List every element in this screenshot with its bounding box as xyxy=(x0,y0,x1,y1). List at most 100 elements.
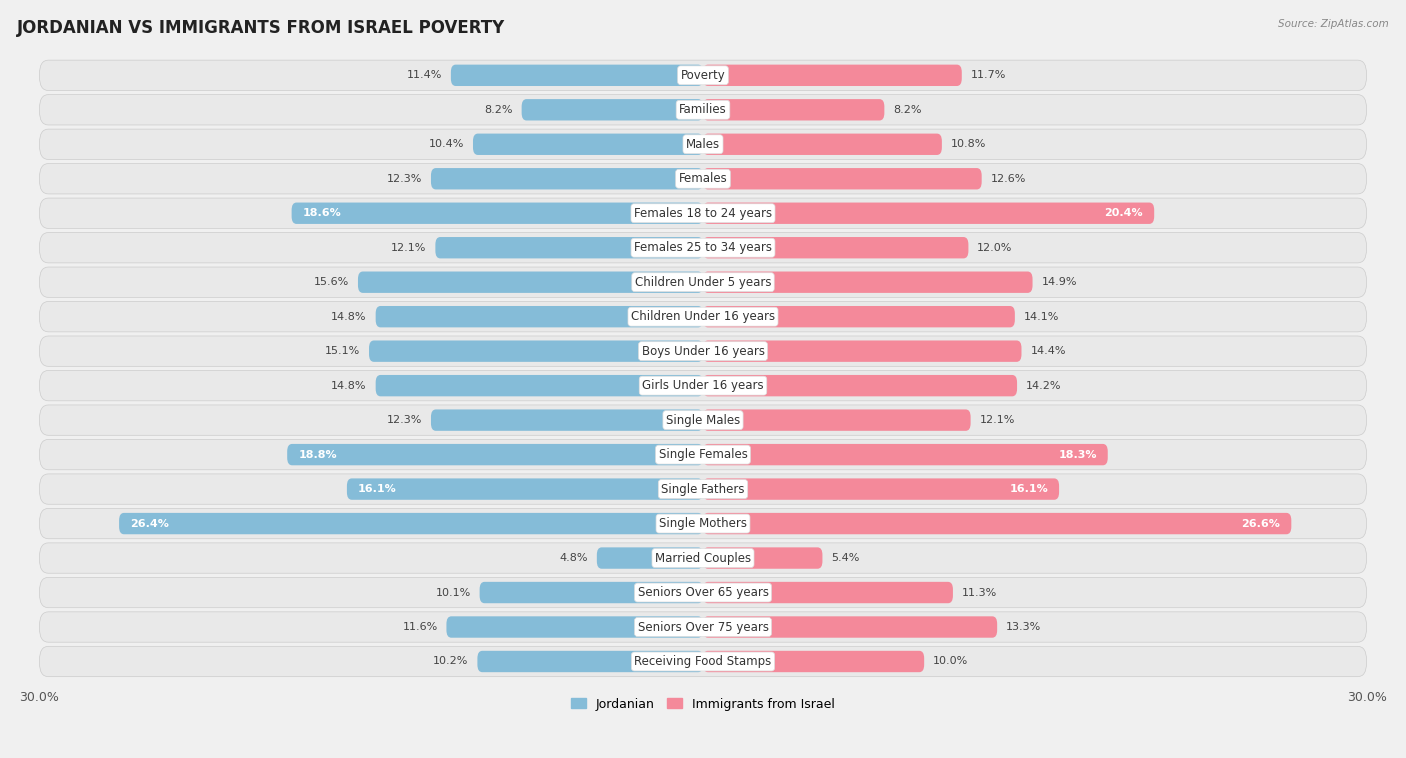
FancyBboxPatch shape xyxy=(39,474,1367,504)
FancyBboxPatch shape xyxy=(39,198,1367,228)
FancyBboxPatch shape xyxy=(39,647,1367,677)
FancyBboxPatch shape xyxy=(375,306,703,327)
FancyBboxPatch shape xyxy=(703,513,1291,534)
FancyBboxPatch shape xyxy=(39,578,1367,608)
Text: 11.3%: 11.3% xyxy=(962,587,997,597)
Text: 5.4%: 5.4% xyxy=(831,553,859,563)
Text: Poverty: Poverty xyxy=(681,69,725,82)
FancyBboxPatch shape xyxy=(703,582,953,603)
Text: 8.2%: 8.2% xyxy=(893,105,922,114)
Text: Females 25 to 34 years: Females 25 to 34 years xyxy=(634,241,772,254)
Text: 10.4%: 10.4% xyxy=(429,139,464,149)
Text: Seniors Over 75 years: Seniors Over 75 years xyxy=(637,621,769,634)
Text: 12.3%: 12.3% xyxy=(387,415,422,425)
FancyBboxPatch shape xyxy=(39,233,1367,263)
Text: 14.9%: 14.9% xyxy=(1042,277,1077,287)
Text: 14.8%: 14.8% xyxy=(332,312,367,321)
FancyBboxPatch shape xyxy=(39,612,1367,642)
Text: Boys Under 16 years: Boys Under 16 years xyxy=(641,345,765,358)
FancyBboxPatch shape xyxy=(39,405,1367,435)
FancyBboxPatch shape xyxy=(703,478,1059,500)
Text: 14.2%: 14.2% xyxy=(1026,381,1062,390)
FancyBboxPatch shape xyxy=(447,616,703,637)
Text: 14.1%: 14.1% xyxy=(1024,312,1059,321)
Text: 15.1%: 15.1% xyxy=(325,346,360,356)
FancyBboxPatch shape xyxy=(703,168,981,190)
FancyBboxPatch shape xyxy=(703,306,1015,327)
Text: Seniors Over 65 years: Seniors Over 65 years xyxy=(637,586,769,599)
Text: Children Under 5 years: Children Under 5 years xyxy=(634,276,772,289)
Text: Single Fathers: Single Fathers xyxy=(661,483,745,496)
Text: Girls Under 16 years: Girls Under 16 years xyxy=(643,379,763,392)
FancyBboxPatch shape xyxy=(39,440,1367,470)
Text: 18.8%: 18.8% xyxy=(298,449,337,459)
FancyBboxPatch shape xyxy=(432,168,703,190)
FancyBboxPatch shape xyxy=(39,129,1367,159)
Text: 10.2%: 10.2% xyxy=(433,656,468,666)
Text: 18.3%: 18.3% xyxy=(1059,449,1097,459)
FancyBboxPatch shape xyxy=(472,133,703,155)
Text: 26.4%: 26.4% xyxy=(131,518,169,528)
Text: Children Under 16 years: Children Under 16 years xyxy=(631,310,775,323)
FancyBboxPatch shape xyxy=(39,164,1367,194)
Text: 12.1%: 12.1% xyxy=(980,415,1015,425)
FancyBboxPatch shape xyxy=(39,336,1367,366)
Text: 18.6%: 18.6% xyxy=(302,208,342,218)
FancyBboxPatch shape xyxy=(359,271,703,293)
Text: Families: Families xyxy=(679,103,727,116)
FancyBboxPatch shape xyxy=(703,271,1032,293)
Text: 10.1%: 10.1% xyxy=(436,587,471,597)
Legend: Jordanian, Immigrants from Israel: Jordanian, Immigrants from Israel xyxy=(565,693,841,716)
FancyBboxPatch shape xyxy=(703,133,942,155)
Text: 12.0%: 12.0% xyxy=(977,243,1012,252)
FancyBboxPatch shape xyxy=(39,302,1367,332)
FancyBboxPatch shape xyxy=(479,582,703,603)
FancyBboxPatch shape xyxy=(703,237,969,258)
FancyBboxPatch shape xyxy=(703,375,1017,396)
FancyBboxPatch shape xyxy=(291,202,703,224)
FancyBboxPatch shape xyxy=(703,99,884,121)
FancyBboxPatch shape xyxy=(596,547,703,568)
Text: Source: ZipAtlas.com: Source: ZipAtlas.com xyxy=(1278,19,1389,29)
FancyBboxPatch shape xyxy=(703,651,924,672)
FancyBboxPatch shape xyxy=(703,444,1108,465)
FancyBboxPatch shape xyxy=(39,371,1367,401)
FancyBboxPatch shape xyxy=(703,547,823,568)
FancyBboxPatch shape xyxy=(703,340,1022,362)
FancyBboxPatch shape xyxy=(375,375,703,396)
FancyBboxPatch shape xyxy=(703,64,962,86)
FancyBboxPatch shape xyxy=(451,64,703,86)
Text: 8.2%: 8.2% xyxy=(484,105,513,114)
Text: 11.7%: 11.7% xyxy=(970,70,1007,80)
Text: 12.1%: 12.1% xyxy=(391,243,426,252)
FancyBboxPatch shape xyxy=(347,478,703,500)
Text: 14.4%: 14.4% xyxy=(1031,346,1066,356)
FancyBboxPatch shape xyxy=(120,513,703,534)
Text: 14.8%: 14.8% xyxy=(332,381,367,390)
FancyBboxPatch shape xyxy=(703,616,997,637)
FancyBboxPatch shape xyxy=(39,543,1367,573)
Text: 26.6%: 26.6% xyxy=(1241,518,1281,528)
FancyBboxPatch shape xyxy=(703,409,970,431)
Text: Married Couples: Married Couples xyxy=(655,552,751,565)
Text: 16.1%: 16.1% xyxy=(359,484,396,494)
Text: Females: Females xyxy=(679,172,727,185)
Text: 10.8%: 10.8% xyxy=(950,139,986,149)
Text: Receiving Food Stamps: Receiving Food Stamps xyxy=(634,655,772,668)
FancyBboxPatch shape xyxy=(368,340,703,362)
Text: JORDANIAN VS IMMIGRANTS FROM ISRAEL POVERTY: JORDANIAN VS IMMIGRANTS FROM ISRAEL POVE… xyxy=(17,19,505,37)
FancyBboxPatch shape xyxy=(39,95,1367,125)
FancyBboxPatch shape xyxy=(478,651,703,672)
Text: Single Males: Single Males xyxy=(666,414,740,427)
FancyBboxPatch shape xyxy=(432,409,703,431)
FancyBboxPatch shape xyxy=(703,202,1154,224)
Text: Males: Males xyxy=(686,138,720,151)
Text: 12.3%: 12.3% xyxy=(387,174,422,183)
Text: 15.6%: 15.6% xyxy=(314,277,349,287)
FancyBboxPatch shape xyxy=(287,444,703,465)
Text: Single Females: Single Females xyxy=(658,448,748,461)
Text: 10.0%: 10.0% xyxy=(934,656,969,666)
Text: 13.3%: 13.3% xyxy=(1007,622,1042,632)
Text: 20.4%: 20.4% xyxy=(1105,208,1143,218)
Text: Females 18 to 24 years: Females 18 to 24 years xyxy=(634,207,772,220)
